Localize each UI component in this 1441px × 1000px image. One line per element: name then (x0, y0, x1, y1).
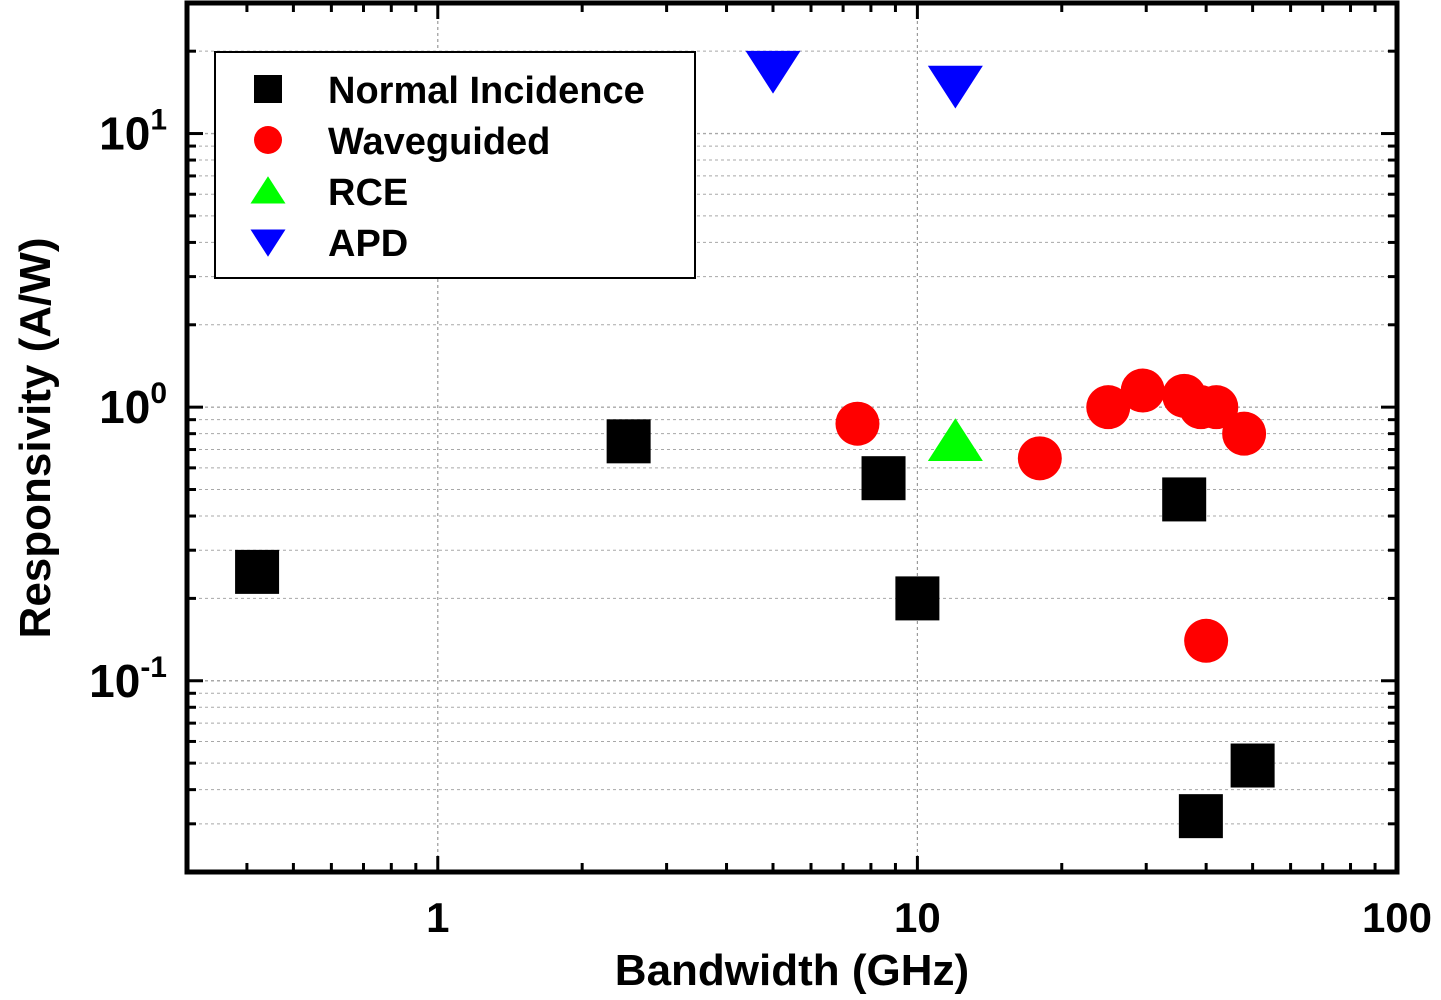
legend-marker-rce (250, 176, 286, 204)
x-tick-label-1: 1 (426, 894, 449, 941)
y-tick-label-10e-1: 10-1 (89, 651, 167, 707)
legend-marker-normal-incidence (254, 75, 282, 103)
y-tick-label-10e0: 100 (99, 377, 167, 433)
point-apd-0 (745, 50, 801, 94)
legend: Normal Incidence Waveguided RCE APD (214, 51, 696, 279)
point-waveguided-2 (1086, 385, 1131, 430)
point-normal-incidence-0 (235, 549, 280, 594)
point-waveguided-7 (1222, 411, 1267, 456)
x-axis-title: Bandwidth (GHz) (615, 946, 969, 995)
point-normal-incidence-4 (1162, 477, 1207, 522)
data-points (235, 50, 1275, 839)
point-normal-incidence-2 (861, 456, 906, 501)
legend-label-waveguided: Waveguided (328, 121, 550, 163)
legend-box (214, 51, 696, 279)
legend-label-apd: APD (328, 223, 408, 265)
series-rce (927, 418, 983, 461)
legend-marker-waveguided (254, 126, 282, 154)
point-waveguided-8 (1184, 618, 1229, 663)
x-tick-label-100: 100 (1362, 894, 1432, 941)
legend-entry-waveguided: Waveguided (254, 121, 550, 163)
legend-entry-normal-incidence: Normal Incidence (254, 70, 645, 112)
x-tick-label-10: 10 (894, 894, 941, 941)
legend-label-rce: RCE (328, 172, 408, 214)
y-tick-label-10e1: 101 (99, 104, 167, 160)
legend-marker-apd (250, 229, 286, 257)
point-waveguided-0 (835, 401, 880, 446)
point-normal-incidence-1 (606, 419, 651, 464)
point-waveguided-3 (1120, 368, 1165, 413)
point-waveguided-1 (1017, 436, 1062, 481)
point-apd-1 (927, 65, 983, 109)
y-axis-title: Responsivity (A/W) (11, 238, 60, 639)
series-waveguided (835, 368, 1267, 663)
plot-frame (184, 0, 1400, 875)
axis-ticks: 1 10 100 10-1 100 101 (89, 1, 1432, 941)
legend-entry-apd: APD (250, 223, 408, 265)
point-normal-incidence-5 (1178, 794, 1223, 839)
series-apd (745, 50, 983, 109)
point-waveguided-6 (1194, 385, 1239, 430)
point-normal-incidence-3 (895, 576, 940, 621)
series-normal-incidence (235, 419, 1275, 839)
legend-label-normal-incidence: Normal Incidence (328, 70, 645, 112)
point-rce-0 (927, 418, 983, 461)
legend-entry-rce: RCE (250, 172, 408, 214)
point-normal-incidence-6 (1230, 743, 1275, 788)
